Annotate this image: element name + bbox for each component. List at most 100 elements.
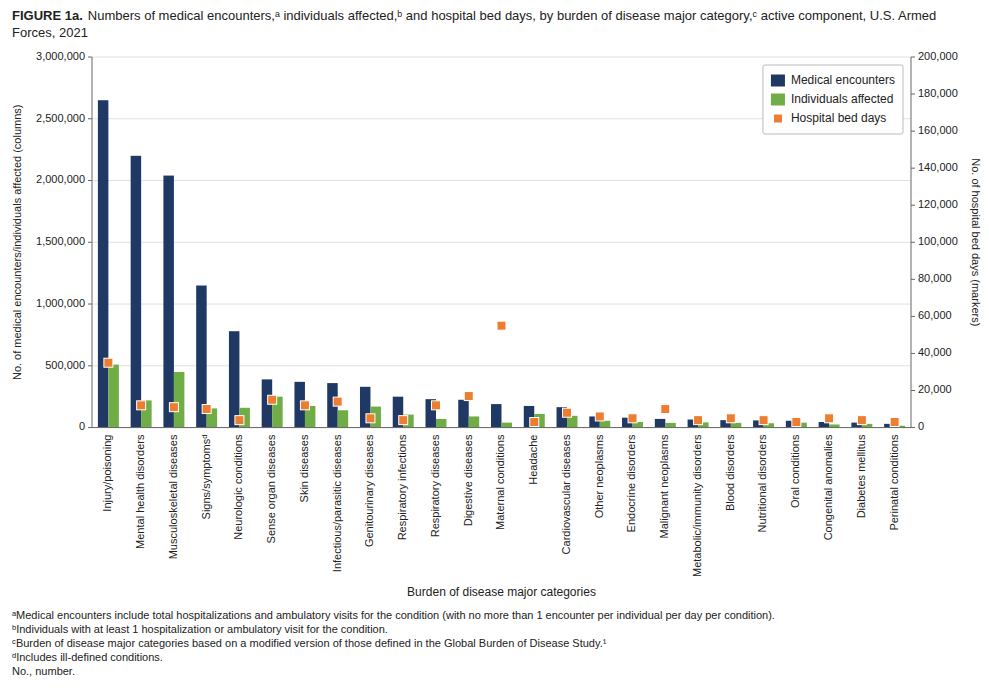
bar [174,372,184,428]
legend-swatch [773,114,782,123]
marker [792,418,801,427]
tick-label: 20,000 [918,383,952,395]
category-label: Neurologic conditions [232,434,244,540]
marker [202,405,211,414]
tick-mark [88,118,92,119]
category-label: Oral conditions [789,434,801,508]
grid-line [92,180,911,181]
legend-swatch [771,75,785,87]
marker [366,414,375,423]
marker [300,401,309,410]
category-label: Maternal conditions [494,434,506,530]
grid-line [92,304,911,305]
legend: Medical encounters Individuals affected Ho… [763,65,903,134]
legend-box [763,65,903,134]
tick-mark [911,205,915,206]
footnote: ᵈIncludes ill-defined conditions. [12,651,163,663]
footnote: ᵇIndividuals with at least 1 hospitaliza… [12,623,388,635]
legend-label: Individuals affected [791,92,894,106]
title-line: FIGURE 1a. Numbers of medical encounters,… [12,8,936,23]
marker [726,414,735,423]
axis-line [911,57,912,428]
marker [399,416,408,425]
chart: FIGURE 1a. Numbers of medical encounters,… [0,0,989,688]
bar [108,365,118,428]
tick-label: 40,000 [918,346,952,358]
grid-line [92,365,911,366]
marks [98,100,905,427]
tick-label: 60,000 [918,309,952,321]
bar [229,331,239,427]
marker [268,395,277,404]
category-label: Signs/symptomsᵈ [200,435,212,520]
marker [759,416,768,425]
marker [857,416,866,425]
axis-line [92,57,93,428]
category-label: Digestive diseases [462,434,474,526]
category-label: Injury/poisoning [101,435,113,512]
category-label: Other neoplasms [593,434,605,518]
tick-label: 0 [79,420,85,432]
tick-label: 120,000 [918,198,958,210]
tick-label: 180,000 [918,87,958,99]
axis-line [92,427,911,428]
category-label: Perinatal conditions [888,434,900,531]
title: FIGURE 1a. [12,8,83,23]
category-label: Skin diseases [298,434,310,502]
tick-label: 160,000 [918,124,958,136]
category-label: Headache [527,435,539,485]
tick-label: 100,000 [918,235,958,247]
tick-mark [911,316,915,317]
marker [628,414,637,423]
category-label: Diabetes mellitus [855,434,867,518]
bar [469,416,479,427]
legend-swatch [771,94,785,106]
marker [137,401,146,410]
grid-line [92,427,911,428]
tick-mark [911,427,915,428]
tick-mark [88,57,92,58]
grid [92,57,911,428]
category-label: Metabolic/immunity disorders [691,434,703,577]
category-label: Nutritional disorders [756,434,768,532]
tick-label: 2,000,000 [36,173,85,185]
category-label: Musculoskeletal diseases [167,434,179,559]
marker [694,416,703,425]
bar [600,421,610,428]
tick-mark [88,427,92,428]
footnote: ᵃMedical encounters include total hospit… [12,609,775,621]
bar [665,423,675,428]
marker [464,392,473,401]
legend-label: Hospital bed days [791,111,886,125]
marker [169,403,178,412]
legend-label: Medical encounters [791,73,895,87]
category-label: Cardiovascular diseases [560,434,572,554]
bar [98,100,108,427]
category-label: Malignant neoplasms [658,434,670,538]
marker [333,397,342,406]
tick-mark [911,353,915,354]
tick-label: 1,500,000 [36,235,85,247]
bar [491,404,501,427]
bar [502,423,512,428]
bar [131,156,141,428]
x-axis-title: Burden of disease major categories [407,585,596,599]
category-label: Genitourinary diseases [363,434,375,547]
grid-line [92,242,911,243]
marker [497,321,506,330]
category-label: Sense organ diseases [265,434,277,543]
marker [104,358,113,367]
tick-label: 3,000,000 [36,50,85,62]
tick-label: 500,000 [45,359,85,371]
bar [458,400,468,428]
tick-mark [911,168,915,169]
subtitle: Numbers of medical encounters,ᵃ individu… [88,8,937,23]
tick-mark [88,365,92,366]
category-label: Blood disorders [724,434,736,511]
tick-mark [911,57,915,58]
bar [436,419,446,428]
tick-mark [911,94,915,95]
tick-label: 140,000 [918,161,958,173]
marker [595,412,604,421]
grid-line [92,57,911,58]
